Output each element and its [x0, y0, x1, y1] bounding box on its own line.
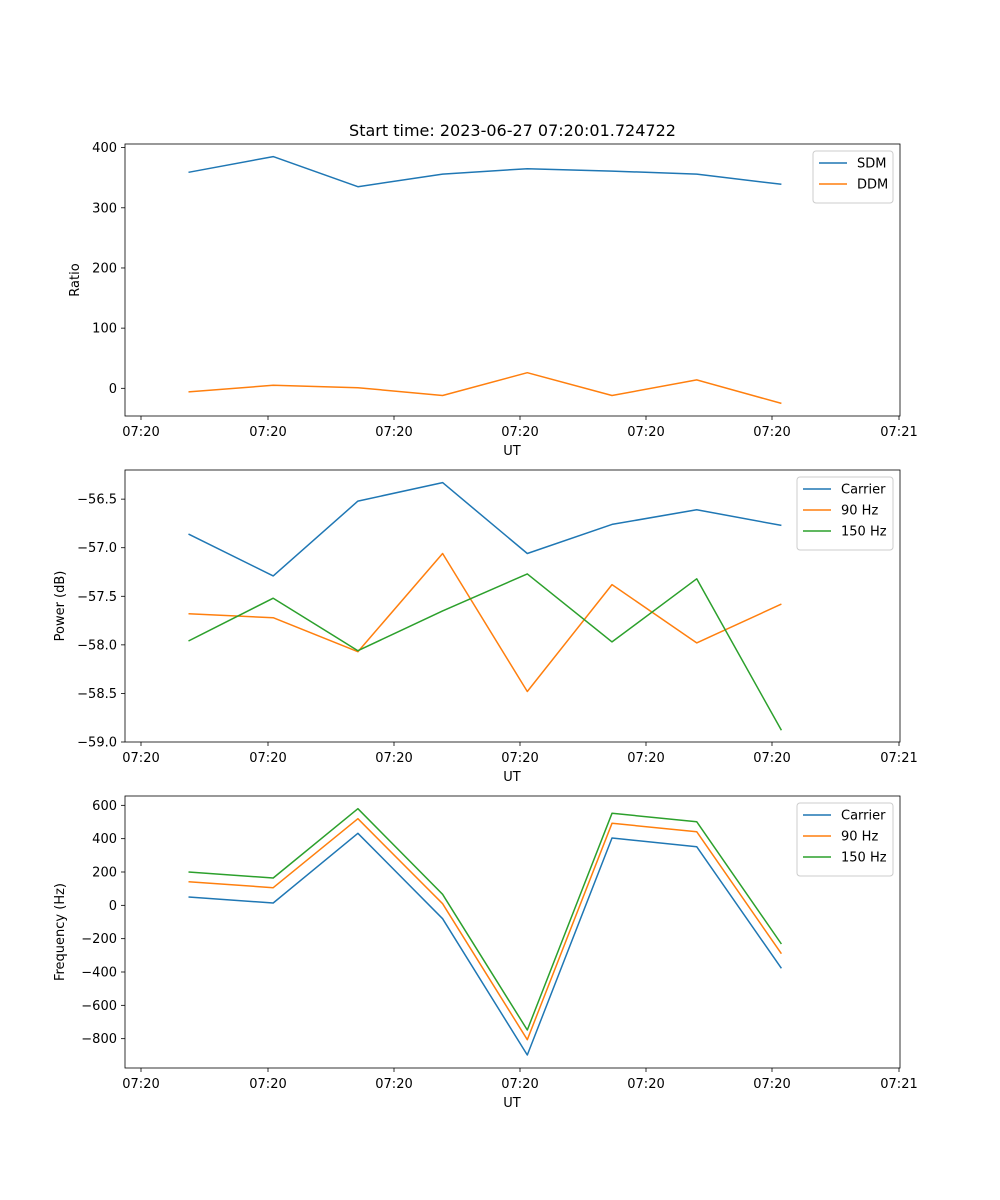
series-line-carrier: [188, 481, 782, 577]
axes-frame: [124, 143, 901, 417]
legend-entry-label: 150 Hz: [841, 525, 887, 540]
x-tick-label: 07:20: [375, 1077, 412, 1092]
legend-box: [812, 150, 894, 204]
x-tick-label: 07:20: [627, 425, 664, 440]
legend-entry-label: 90 Hz: [841, 830, 878, 845]
y-tick-label: −58.5: [77, 687, 117, 702]
x-tick-label: 07:20: [501, 1077, 538, 1092]
x-tick-label: 07:20: [753, 751, 790, 766]
y-tick-label: −58.0: [77, 638, 117, 653]
legend: Carrier 90 Hz 150 Hz: [796, 476, 894, 551]
y-tick-label: 600: [92, 799, 117, 814]
series-line-150-hz: [188, 807, 783, 1031]
y-tick-label: 200: [92, 261, 117, 276]
x-tick-label: 07:20: [249, 751, 286, 766]
y-tick-label: 100: [92, 322, 117, 337]
series-line-90-hz: [188, 552, 782, 693]
x-tick-label: 07:20: [753, 1077, 790, 1092]
legend: SDM DDM: [812, 150, 894, 204]
y-tick-label: −56.5: [77, 493, 117, 508]
figure-title: Start time: 2023-06-27 07:20:01.724722: [349, 121, 676, 140]
y-axis-label: Frequency (Hz): [53, 883, 68, 981]
x-tick-label: 07:20: [249, 425, 286, 440]
legend-entry-label: DDM: [857, 178, 888, 193]
x-tick-label: 07:20: [627, 1077, 664, 1092]
axes-frame: [124, 795, 901, 1069]
chart-panel-1: 07:20 07:20 07:20 07:20 07:20 07:20 07:21 0 100 2…: [68, 141, 918, 459]
x-tick-label: 07:20: [627, 751, 664, 766]
y-tick-label: 300: [92, 201, 117, 216]
x-tick-label: 07:20: [375, 425, 412, 440]
x-tick-label: 07:20: [122, 751, 159, 766]
legend-entry-label: Carrier: [841, 809, 886, 824]
y-tick-label: −800: [81, 1032, 117, 1047]
x-tick-label: 07:20: [122, 1077, 159, 1092]
series-line-90-hz: [188, 817, 783, 1041]
y-tick-label: 400: [92, 141, 117, 156]
y-tick-label: −200: [81, 932, 117, 947]
axes-frame: [124, 469, 901, 743]
y-tick-label: 200: [92, 866, 117, 881]
y-tick-label: 0: [109, 382, 117, 397]
legend-entry-label: Carrier: [841, 483, 886, 498]
legend-entry-label: SDM: [857, 157, 886, 172]
y-tick-label: −57.0: [77, 541, 117, 556]
x-tick-label: 07:20: [753, 425, 790, 440]
x-tick-label: 07:21: [880, 751, 917, 766]
x-tick-label: 07:20: [122, 425, 159, 440]
y-tick-label: −600: [81, 999, 117, 1014]
series-line-150-hz: [188, 573, 783, 731]
x-tick-label: 07:20: [249, 1077, 286, 1092]
x-tick-label: 07:21: [880, 425, 917, 440]
y-tick-label: −59.0: [77, 736, 117, 751]
x-tick-label: 07:21: [880, 1077, 917, 1092]
x-tick-label: 07:20: [375, 751, 412, 766]
series-line-carrier: [188, 832, 783, 1056]
series-line-ddm: [188, 371, 782, 405]
chart-panel-2: 07:20 07:20 07:20 07:20 07:20 07:20 07:21 −59.0…: [53, 469, 918, 785]
y-tick-label: 0: [109, 899, 117, 914]
x-tick-label: 07:20: [501, 425, 538, 440]
x-axis-label: UT: [503, 444, 521, 459]
chart-panel-3: 07:20 07:20 07:20 07:20 07:20 07:20 07:21 −800 −…: [53, 795, 918, 1111]
y-axis-label: Power (dB): [53, 571, 68, 642]
y-tick-label: −400: [81, 966, 117, 981]
legend-entry-label: 150 Hz: [841, 851, 887, 866]
y-tick-label: −57.5: [77, 590, 117, 605]
series-line-sdm: [188, 155, 782, 188]
y-tick-label: 400: [92, 832, 117, 847]
legend: Carrier 90 Hz 150 Hz: [796, 802, 894, 877]
legend-entry-label: 90 Hz: [841, 504, 878, 519]
x-axis-label: UT: [503, 770, 521, 785]
x-axis-label: UT: [503, 1096, 521, 1111]
x-tick-label: 07:20: [501, 751, 538, 766]
y-axis-label: Ratio: [68, 263, 83, 296]
